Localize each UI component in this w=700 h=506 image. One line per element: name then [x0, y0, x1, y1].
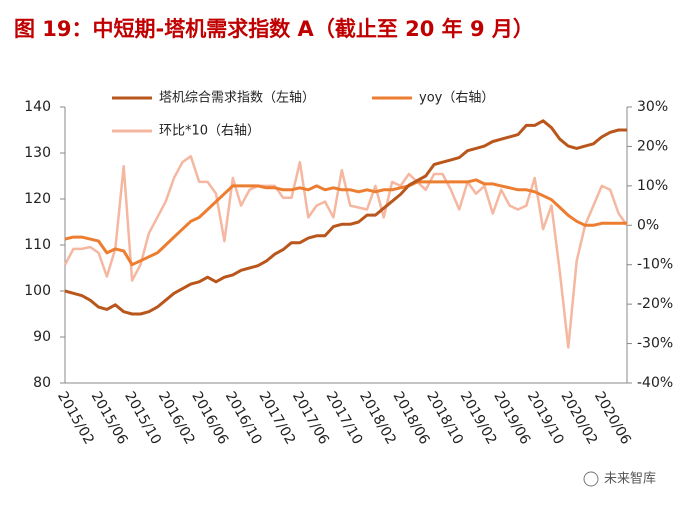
y-tick-label: 80 [33, 375, 51, 391]
y2-tick-label: 10% [637, 178, 668, 194]
y2-tick-label: 20% [637, 138, 668, 154]
legend-label: 塔机综合需求指数（左轴） [159, 91, 315, 106]
chart-title: 图 19：中短期-塔机需求指数 A（截止至 20 年 9 月） [14, 17, 534, 41]
legend-label: yoy（右轴） [419, 91, 494, 106]
series-line [64, 119, 627, 316]
y2-tick-label: -10% [637, 257, 673, 273]
y2-tick-label: 30% [637, 99, 668, 115]
series-line [63, 155, 629, 349]
y-tick-label: 130 [24, 145, 51, 161]
watermark-icon [583, 471, 599, 487]
y-tick-label: 140 [24, 99, 51, 115]
legend-label: 环比*10（右轴） [159, 124, 260, 139]
y-tick-label: 100 [24, 283, 51, 299]
y2-tick-label: -30% [637, 336, 673, 352]
y2-tick-label: -20% [637, 296, 673, 312]
y2-tick-label: 0% [637, 217, 659, 233]
y2-tick-label: -40% [637, 375, 673, 391]
y-tick-label: 90 [33, 329, 51, 345]
watermark: 未来智库 [583, 471, 656, 487]
series-line [64, 178, 627, 267]
y-tick-label: 110 [24, 237, 51, 253]
y-tick-label: 120 [24, 191, 51, 207]
watermark-text: 未来智库 [604, 471, 656, 487]
